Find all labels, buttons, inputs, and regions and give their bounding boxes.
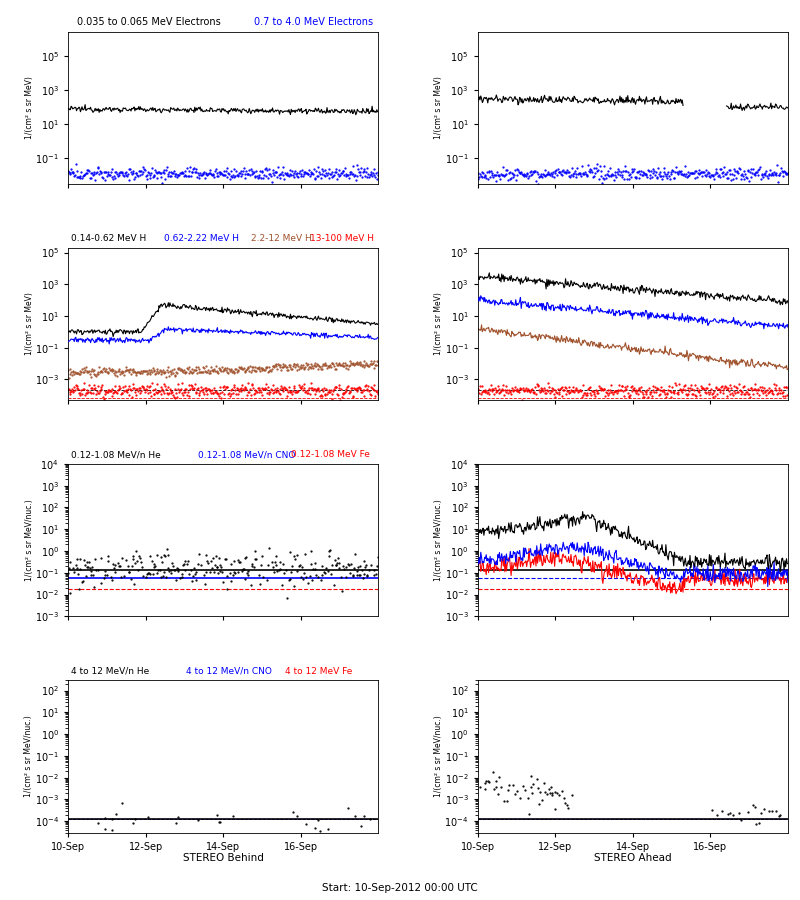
Y-axis label: 1/(cm² s sr MeV/nuc.): 1/(cm² s sr MeV/nuc.) — [24, 716, 34, 797]
Text: 0.7 to 4.0 MeV Electrons: 0.7 to 4.0 MeV Electrons — [254, 17, 374, 27]
Text: Start: 10-Sep-2012 00:00 UTC: Start: 10-Sep-2012 00:00 UTC — [322, 883, 478, 893]
Text: 4 to 12 MeV/n CNO: 4 to 12 MeV/n CNO — [186, 667, 272, 676]
X-axis label: STEREO Ahead: STEREO Ahead — [594, 853, 672, 863]
Y-axis label: 1/(cm² s sr MeV): 1/(cm² s sr MeV) — [434, 292, 443, 356]
Y-axis label: 1/(cm² s sr MeV/nuc.): 1/(cm² s sr MeV/nuc.) — [434, 500, 443, 581]
Y-axis label: 1/(cm² s sr MeV): 1/(cm² s sr MeV) — [434, 76, 443, 140]
Text: 0.035 to 0.065 MeV Electrons: 0.035 to 0.065 MeV Electrons — [78, 17, 221, 27]
Text: 0.62-2.22 MeV H: 0.62-2.22 MeV H — [164, 234, 239, 243]
Text: 0.12-1.08 MeV/n He: 0.12-1.08 MeV/n He — [71, 450, 161, 459]
Text: 4 to 12 MeV Fe: 4 to 12 MeV Fe — [286, 667, 353, 676]
Text: 0.14-0.62 MeV H: 0.14-0.62 MeV H — [71, 234, 146, 243]
Text: 2.2-12 MeV H: 2.2-12 MeV H — [251, 234, 312, 243]
Y-axis label: 1/(cm² s sr MeV/nuc.): 1/(cm² s sr MeV/nuc.) — [25, 500, 34, 581]
Text: 4 to 12 MeV/n He: 4 to 12 MeV/n He — [71, 667, 150, 676]
Y-axis label: 1/(cm² s sr MeV): 1/(cm² s sr MeV) — [25, 76, 34, 140]
Y-axis label: 1/(cm² s sr MeV): 1/(cm² s sr MeV) — [25, 292, 34, 356]
Text: 13-100 MeV H: 13-100 MeV H — [310, 234, 374, 243]
Text: 0.12-1.08 MeV/n CNO: 0.12-1.08 MeV/n CNO — [198, 450, 296, 459]
Y-axis label: 1/(cm² s sr MeV/nuc.): 1/(cm² s sr MeV/nuc.) — [434, 716, 443, 797]
Text: 0.12-1.08 MeV Fe: 0.12-1.08 MeV Fe — [291, 450, 370, 459]
X-axis label: STEREO Behind: STEREO Behind — [182, 853, 264, 863]
